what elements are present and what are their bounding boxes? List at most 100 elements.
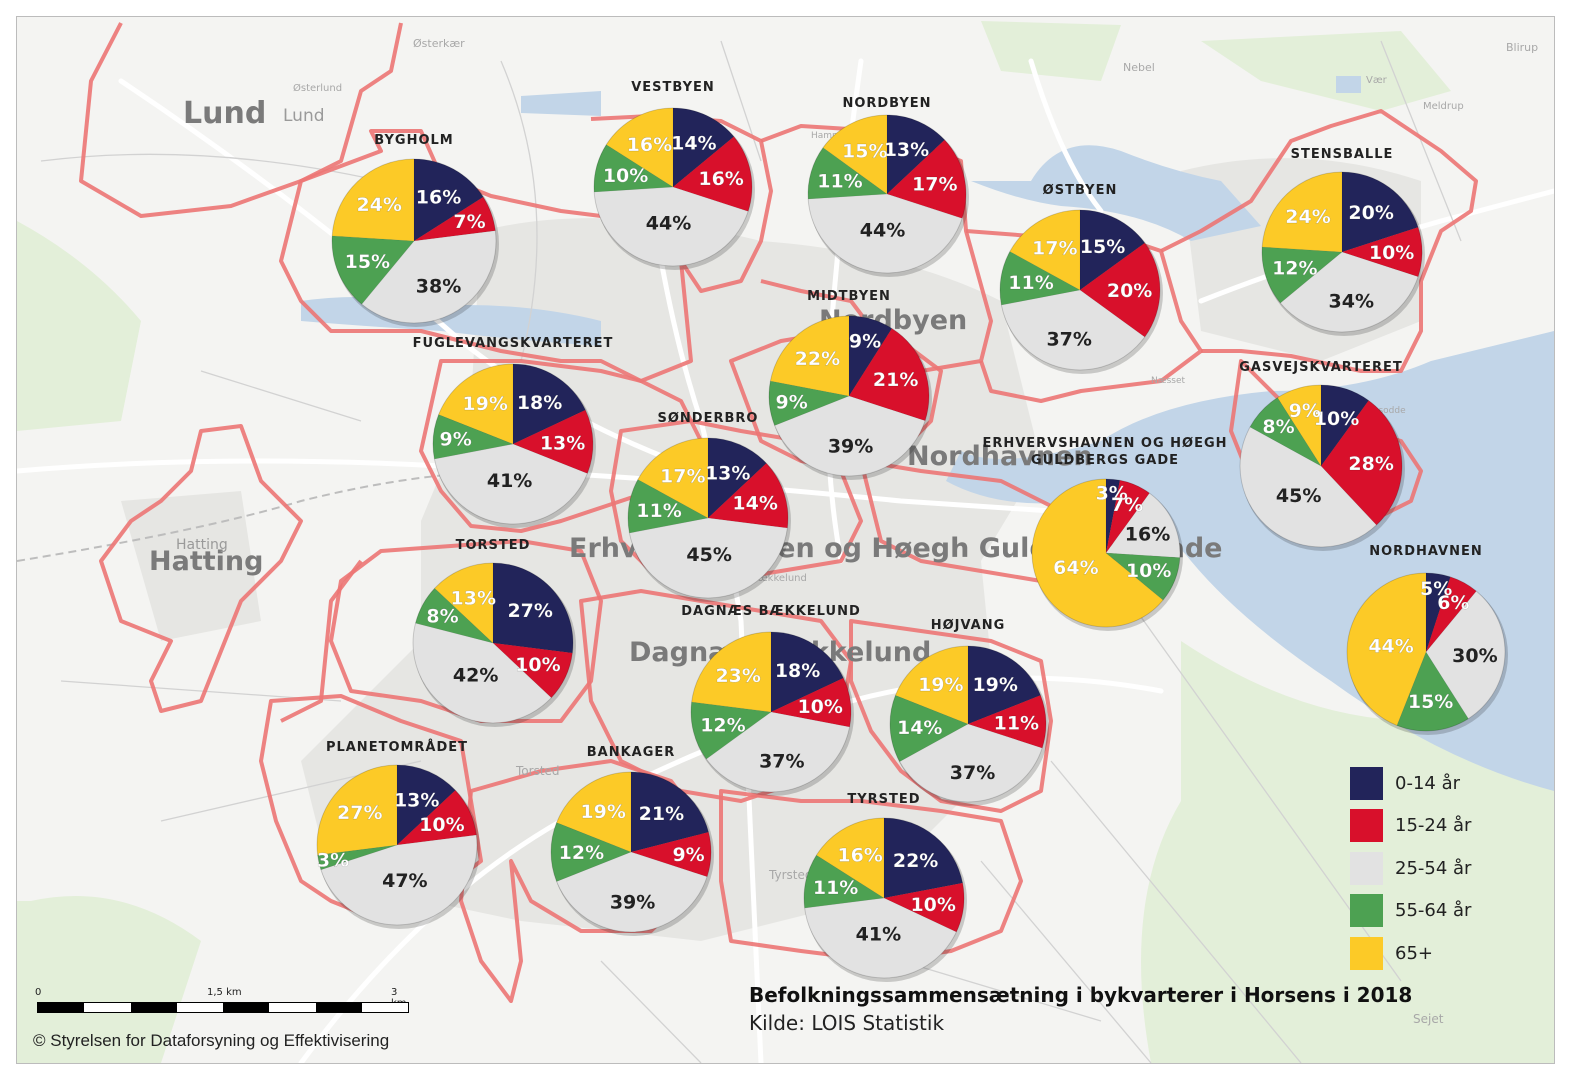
slice-55-64 bbox=[415, 587, 494, 644]
pie-value-label: 21% bbox=[639, 803, 684, 825]
pie-value-label: 23% bbox=[715, 665, 760, 687]
pie-value-label: 7% bbox=[1111, 494, 1143, 516]
scale-label-mid: 1,5 km bbox=[207, 987, 242, 998]
slice-15-24 bbox=[1079, 242, 1161, 338]
pie-value-label: 44% bbox=[646, 212, 691, 234]
place-label: Hatting bbox=[149, 546, 263, 577]
slice-0-14 bbox=[848, 315, 893, 398]
pie-value-label: 16% bbox=[837, 845, 882, 867]
slice-25-54 bbox=[1279, 251, 1419, 333]
pie-value-label: 64% bbox=[1053, 557, 1098, 579]
legend-item: 55-64 år bbox=[1350, 890, 1471, 933]
pie-value-label: 44% bbox=[860, 219, 905, 241]
pie-value-label: 6% bbox=[1437, 592, 1469, 614]
pie-chart: TYRSTED 22% 10% 41% 11% 16% bbox=[803, 792, 967, 982]
pie-value-label: 10% bbox=[1369, 242, 1414, 264]
pie-value-label: 27% bbox=[337, 802, 382, 824]
slice-15-24 bbox=[967, 694, 1047, 749]
slice-25-54 bbox=[593, 186, 749, 267]
pie-value-label: 11% bbox=[817, 170, 862, 192]
slice-65plus bbox=[605, 107, 674, 188]
pie-outline bbox=[889, 645, 1047, 803]
slice-65plus bbox=[438, 363, 514, 445]
place-label: Østerkær bbox=[413, 37, 465, 50]
slice-25-54 bbox=[807, 193, 963, 274]
pie-value-label: 9% bbox=[849, 331, 881, 353]
slice-55-64 bbox=[627, 479, 709, 534]
slice-15-24 bbox=[848, 328, 930, 422]
slice-0-14 bbox=[1105, 478, 1121, 554]
pie-value-label: 22% bbox=[795, 348, 840, 370]
slice-65plus bbox=[637, 437, 709, 519]
district-name: FUGLEVANGSKVARTERET bbox=[413, 336, 614, 351]
place-label: Tyrsted bbox=[768, 868, 812, 882]
pie-value-label: 10% bbox=[419, 814, 464, 836]
slice-15-24 bbox=[629, 831, 712, 878]
pie-chart: GASVEJSKVARTERET 10% 28% 45% 8%9% bbox=[1239, 360, 1405, 551]
place-label: Hammer bbox=[811, 131, 850, 141]
district-name: HØJVANG bbox=[931, 618, 1006, 633]
slice-25-54 bbox=[1239, 426, 1377, 548]
pie-chart: PLANETOMRÅDET 13% 10% 47% 3% 27% bbox=[316, 739, 480, 929]
slice-25-54 bbox=[1001, 289, 1146, 371]
place-label: Nordhavnen bbox=[907, 441, 1093, 472]
slice-15-24 bbox=[1105, 479, 1150, 554]
legend-label: 0-14 år bbox=[1395, 772, 1461, 794]
slice-65plus bbox=[316, 764, 398, 856]
slice-0-14 bbox=[492, 562, 574, 654]
pie-value-label: 14% bbox=[671, 133, 716, 155]
slice-15-24 bbox=[770, 677, 852, 728]
legend-item: 0-14 år bbox=[1350, 762, 1471, 805]
pie-value-label: 10% bbox=[603, 165, 648, 187]
legend-swatch bbox=[1350, 766, 1383, 800]
pie-value-label: 19% bbox=[972, 674, 1017, 696]
slice-15-24 bbox=[1320, 400, 1403, 526]
pie-outline bbox=[803, 817, 965, 979]
pie-chart: BANKAGER 21% 9% 39% 12% 19% bbox=[550, 745, 714, 936]
map-title: Befolkningssammensætning i bykvarterer i… bbox=[749, 983, 1413, 1007]
slice-65plus bbox=[816, 817, 885, 899]
slice-65plus bbox=[1277, 384, 1322, 468]
slice-0-14 bbox=[630, 771, 709, 853]
pie-value-label: 41% bbox=[856, 924, 901, 946]
pie-chart: FUGLEVANGSKVARTERET 18% 13% 41% 9% 19% bbox=[413, 336, 614, 528]
pie-value-label: 11% bbox=[636, 500, 681, 522]
pie-value-label: 39% bbox=[610, 892, 655, 914]
pie-outline bbox=[690, 631, 852, 793]
pie-value-label: 39% bbox=[828, 436, 873, 458]
pie-value-label: 10% bbox=[515, 654, 560, 676]
pie-value-label: 10% bbox=[1314, 408, 1359, 430]
pie-value-label: 16% bbox=[698, 168, 743, 190]
pie-value-label: 37% bbox=[759, 750, 804, 772]
place-label: Blirup bbox=[1506, 41, 1538, 54]
place-label: Nebel bbox=[1123, 61, 1155, 74]
pie-outline bbox=[331, 158, 497, 324]
district-name: TORSTED bbox=[456, 538, 531, 553]
slice-55-64 bbox=[432, 414, 515, 460]
pie-chart: STENSBALLE 20% 10% 34% 12% 24% bbox=[1261, 147, 1425, 336]
pie-outline bbox=[768, 315, 930, 477]
pie-value-label: 18% bbox=[775, 660, 820, 682]
pie-outline bbox=[412, 562, 574, 724]
pie-value-label: 11% bbox=[994, 712, 1039, 734]
slice-0-14 bbox=[1320, 384, 1370, 467]
pie-outline bbox=[1239, 384, 1403, 548]
pie-chart: TORSTED 27% 10% 42% 8%13% bbox=[412, 538, 576, 727]
legend-item: 15-24 år bbox=[1350, 805, 1471, 848]
map-canvas[interactable]: Lund Lund Hatting Hatting Østerkær Øster… bbox=[17, 17, 1554, 1063]
slice-55-64 bbox=[889, 694, 969, 762]
slice-65plus bbox=[556, 771, 632, 853]
pie-outline bbox=[807, 114, 967, 274]
legend-swatch bbox=[1350, 851, 1383, 885]
pie-value-label: 5% bbox=[1420, 578, 1452, 600]
legend-label: 15-24 år bbox=[1395, 815, 1472, 837]
slice-55-64 bbox=[550, 822, 632, 882]
pie-value-label: 9% bbox=[1289, 400, 1321, 422]
pie-value-label: 8% bbox=[1262, 416, 1294, 438]
pie-value-label: 30% bbox=[1452, 645, 1497, 667]
pie-value-label: 12% bbox=[700, 714, 745, 736]
slice-25-54 bbox=[434, 443, 588, 525]
slice-65plus bbox=[1261, 171, 1343, 253]
pie-value-label: 42% bbox=[453, 665, 498, 687]
